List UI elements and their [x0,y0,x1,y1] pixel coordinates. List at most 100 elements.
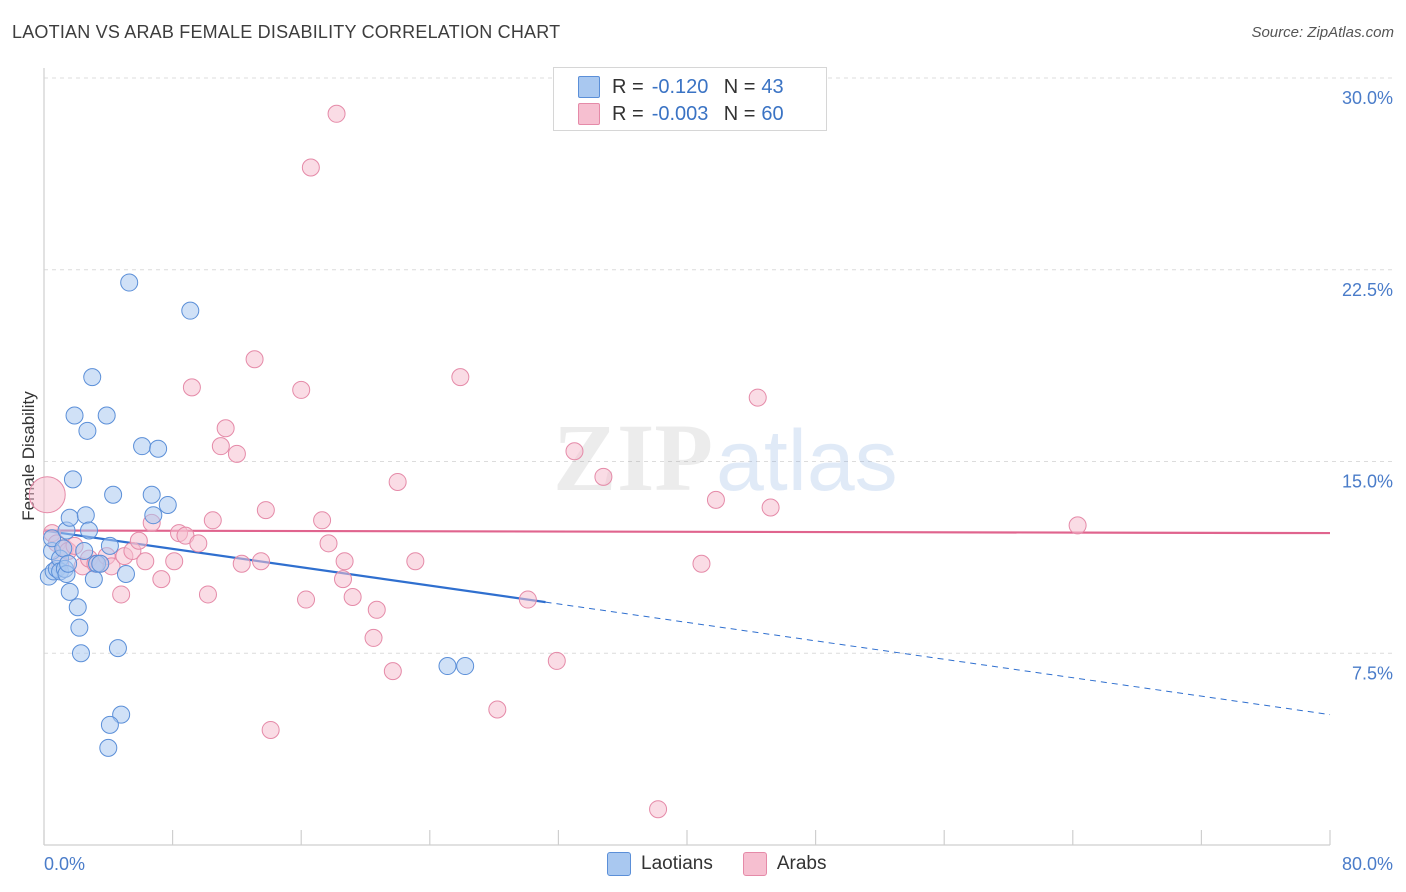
laotian-point [149,439,168,458]
gridlines [44,77,1392,654]
arab-swatch [742,852,767,876]
series-legend: Laotians Arabs [607,852,856,876]
arab-point [256,501,275,520]
legend-r-value: -0.003 [651,102,709,125]
arab-point [518,590,537,609]
source-label: Source: ZipAtlas.com [1251,24,1394,41]
arab-point [297,590,316,609]
arab-point [488,700,507,719]
legend-n-label: N = [723,102,756,125]
arab-point [261,720,280,739]
legend-item-arabs[interactable]: Arabs [742,852,827,876]
watermark-atlas: atlas [716,413,898,509]
laotian-point [54,539,73,558]
arab-point [227,444,246,463]
laotian-point [100,715,119,734]
laotian-point [99,738,118,757]
arab-point [319,534,338,553]
arab-point [182,378,201,397]
legend-r-value: -0.120 [651,75,709,98]
arab-point [313,511,332,530]
y-tick-label: 30.0% [1342,88,1393,108]
arab-point [367,600,386,619]
laotian-point [63,470,82,489]
legend-n-label: N = [723,75,756,98]
arab-point [216,419,235,438]
arab-swatch [578,103,600,125]
arab-point [1068,516,1087,535]
laotian-point [84,570,103,589]
arab-point [406,552,425,571]
y-tick-label: 22.5% [1342,280,1393,300]
laotian-point [70,618,89,637]
x-tick-right: 80.0% [1342,854,1393,874]
y-tick-labels: 7.5% 15.0% 22.5% 30.0% [1342,88,1393,683]
arab-trendline [43,529,1331,535]
laotian-point [65,406,84,425]
arab-point [136,552,155,571]
laotian-point [104,485,123,504]
laotian-point [120,273,139,292]
laotian-point [142,485,161,504]
laotian-point [80,521,99,540]
arab-point [203,511,222,530]
laotian-point [75,541,94,560]
axes [43,68,1331,846]
laotian-points [39,273,475,757]
arab-point [152,570,171,589]
laotian-point [112,705,131,724]
arab-point [211,437,230,456]
arab-point [335,552,354,571]
laotian-point [83,368,102,387]
laotian-point [181,301,200,320]
arab-point [333,570,352,589]
legend-n-value: 43 [761,75,784,98]
laotian-point [59,554,78,573]
arab-point [451,368,470,387]
arab-points [28,104,1087,819]
laotian-trendline-solid [43,529,546,604]
chart-title: LAOTIAN VS ARAB FEMALE DISABILITY CORREL… [12,22,561,42]
legend-label-laotians: Laotians [641,853,713,874]
arab-point [165,552,184,571]
arab-point [28,476,66,514]
laotian-point [78,421,97,440]
laotian-trendline-dashed [545,601,1331,716]
watermark: ZIP atlas [553,404,898,511]
arab-point [364,628,383,647]
arab-point [383,662,402,681]
laotian-point [108,639,127,658]
laotian-point [43,529,62,548]
arab-point [706,490,725,509]
x-tick-left: 0.0% [44,854,85,874]
arab-point [594,467,613,486]
laotian-point [97,406,116,425]
laotian-point [60,582,79,601]
laotian-point [158,495,177,514]
arab-point [245,350,264,369]
correlation-legend: R = -0.120 N = 43 R = -0.003 N = 60 [553,67,827,131]
laotian-point [456,657,475,676]
arab-point [198,585,217,604]
arab-point [692,554,711,573]
arab-point [748,388,767,407]
y-tick-label: 15.0% [1342,472,1393,492]
laotian-trendline [43,529,1331,716]
arab-point [112,585,131,604]
arab-point [189,534,208,553]
legend-label-arabs: Arabs [776,853,827,874]
legend-n-value: 60 [761,102,784,125]
laotian-swatch [607,852,631,876]
arab-point [327,104,346,123]
y-tick-label: 7.5% [1352,663,1393,683]
laotian-point [76,506,95,525]
laotian-point [144,506,163,525]
arab-point [292,380,311,399]
legend-row-laotian: R = -0.120 N = 43 [578,74,784,100]
arab-point [129,531,148,550]
arab-point [649,800,668,819]
arab-point [301,158,320,177]
legend-item-laotians[interactable]: Laotians [607,852,713,876]
arab-point [232,554,251,573]
